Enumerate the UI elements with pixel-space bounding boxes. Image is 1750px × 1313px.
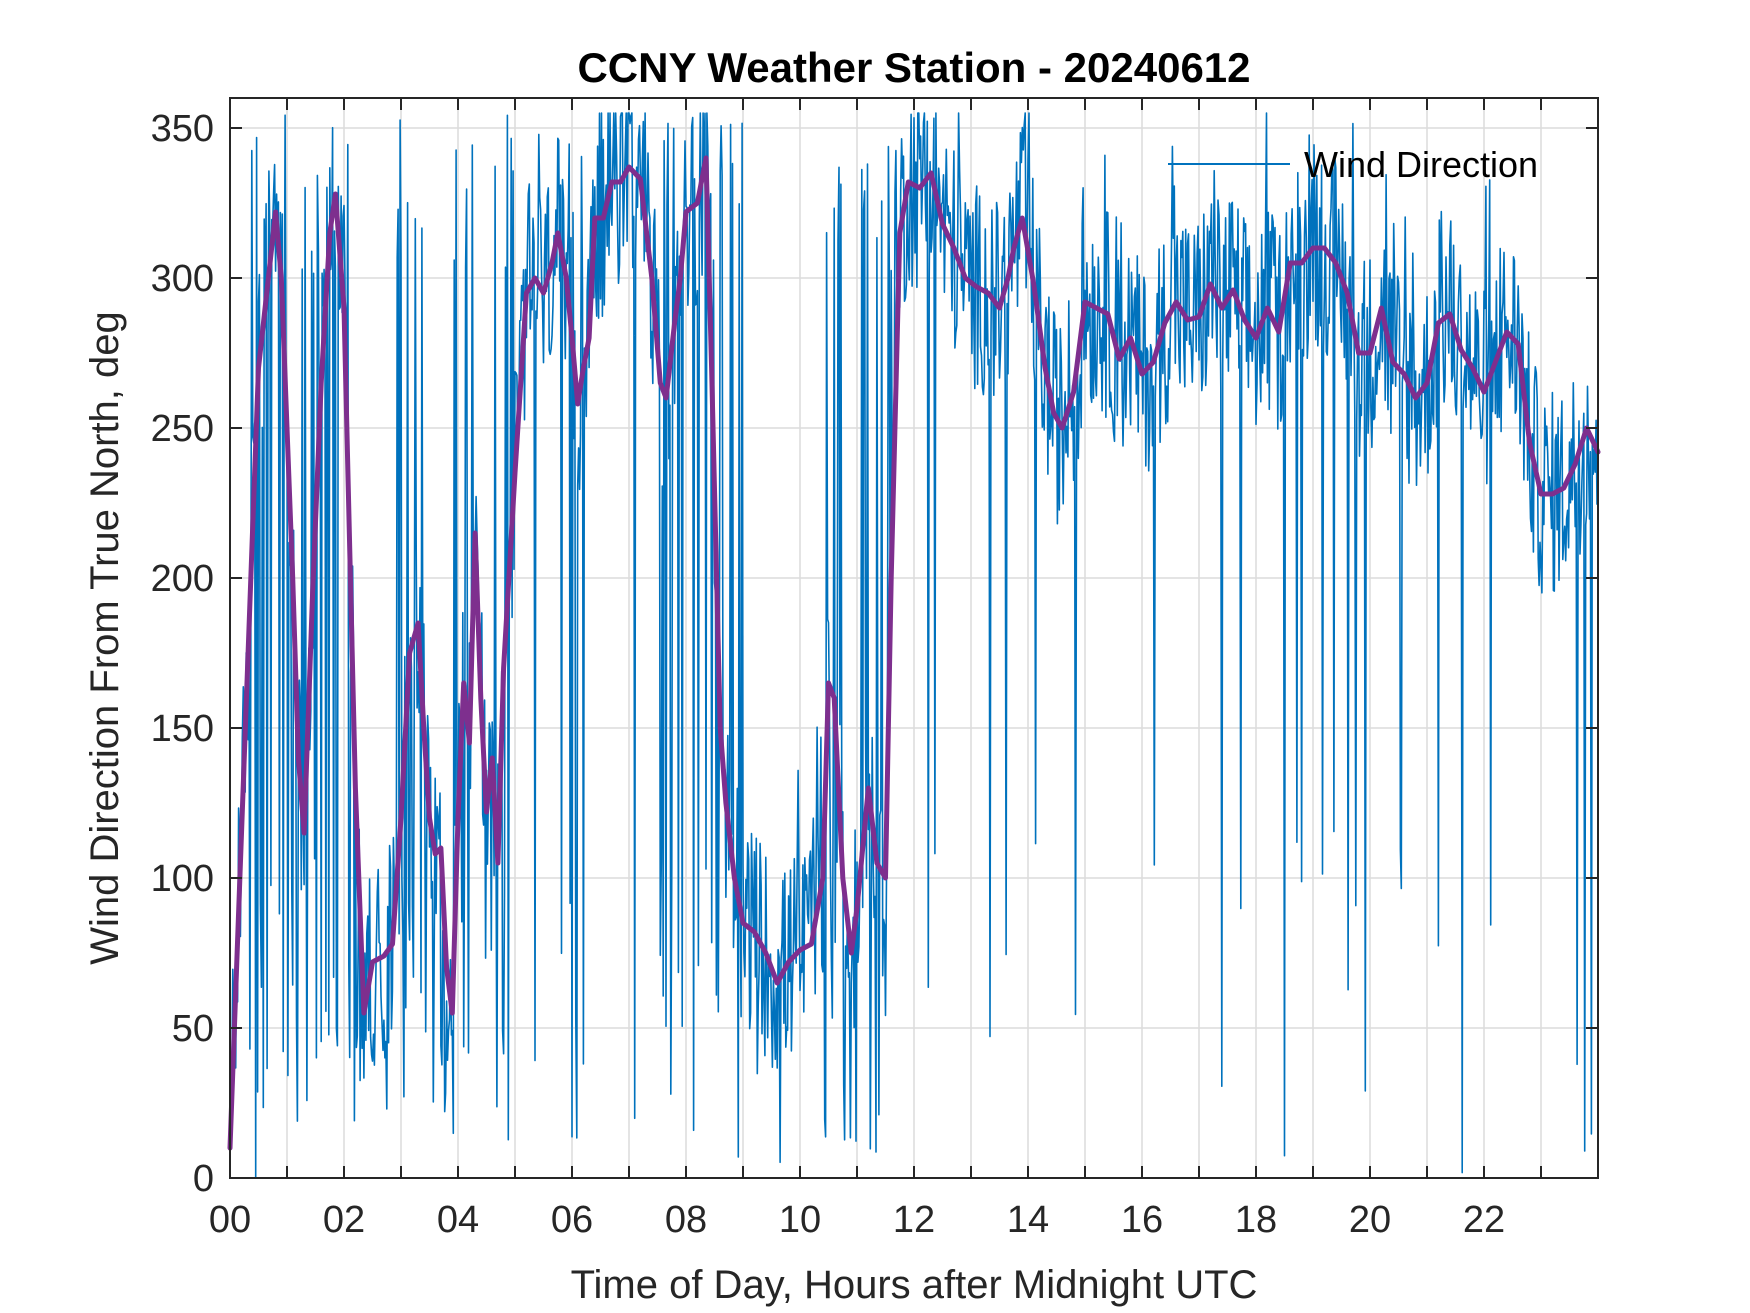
x-tick-label: 14 — [1007, 1199, 1049, 1241]
y-tick-label: 100 — [151, 858, 214, 900]
series-line-smoothed — [227, 155, 1601, 1151]
y-tick-label: 350 — [151, 108, 214, 150]
axis-ticks — [230, 98, 1598, 1179]
x-tick-label: 06 — [551, 1199, 593, 1241]
x-tick-label: 10 — [779, 1199, 821, 1241]
x-tick-label: 20 — [1349, 1199, 1391, 1241]
x-tick-label: 22 — [1463, 1199, 1505, 1241]
legend-label-wind-direction: Wind Direction — [1304, 144, 1538, 185]
smoothed-series-layer — [227, 155, 1601, 1151]
y-tick-label: 150 — [151, 708, 214, 750]
y-axis-label: Wind Direction From True North, deg — [83, 311, 127, 965]
y-tick-label: 250 — [151, 408, 214, 450]
x-tick-label: 12 — [893, 1199, 935, 1241]
x-tick-labels: 00 02 04 06 08 10 12 14 16 18 20 22 — [209, 1199, 1505, 1241]
x-tick-label: 04 — [437, 1199, 479, 1241]
x-tick-label: 08 — [665, 1199, 707, 1241]
grid-lines — [230, 98, 1598, 1178]
legend[interactable]: Wind Direction — [1168, 144, 1538, 185]
x-axis-label: Time of Day, Hours after Midnight UTC — [571, 1263, 1258, 1307]
y-tick-labels: 0 50 100 150 200 250 300 350 — [151, 108, 214, 1200]
y-tick-label: 200 — [151, 558, 214, 600]
y-tick-label: 50 — [172, 1008, 214, 1050]
y-tick-label: 300 — [151, 258, 214, 300]
chart-title: CCNY Weather Station - 20240612 — [577, 44, 1250, 91]
x-tick-label: 00 — [209, 1199, 251, 1241]
x-tick-label: 16 — [1121, 1199, 1163, 1241]
y-tick-label: 0 — [193, 1158, 214, 1200]
x-tick-label: 02 — [323, 1199, 365, 1241]
x-tick-label: 18 — [1235, 1199, 1277, 1241]
